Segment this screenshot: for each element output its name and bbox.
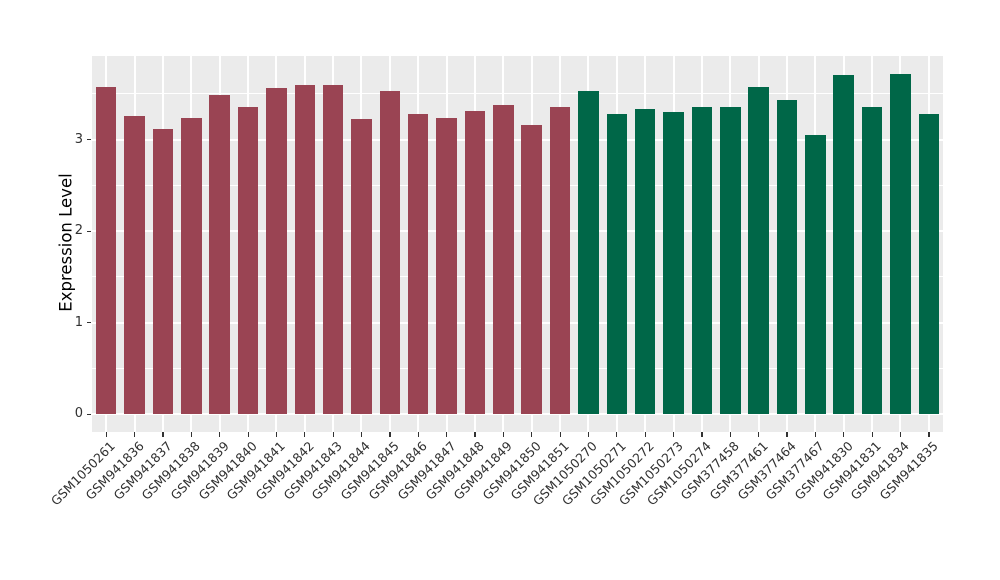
x-tick: [360, 432, 363, 437]
x-tick: [304, 432, 306, 437]
bar-GSM941848: [464, 111, 486, 414]
y-tick-label: 2: [74, 223, 83, 238]
bar-GSM941850: [521, 124, 542, 414]
bar-GSM1050272: [634, 109, 656, 414]
gridline-major: [92, 230, 943, 232]
x-tick: [190, 432, 192, 437]
bar-GSM941843: [322, 84, 344, 414]
x-tick: [446, 432, 448, 437]
x-tick: [701, 432, 703, 437]
x-tick: [559, 432, 561, 437]
x-tick: [673, 432, 675, 437]
x-tick: [587, 432, 590, 437]
bar-GSM941834: [890, 73, 911, 414]
bar-GSM377467: [805, 134, 826, 414]
bar-GSM941837: [152, 128, 174, 414]
x-tick: [389, 432, 391, 437]
gridline-minor: [92, 367, 943, 369]
x-tick: [616, 432, 618, 437]
gridline-minor: [92, 276, 943, 278]
gridline-minor: [92, 93, 943, 95]
bar-GSM941851: [549, 107, 571, 414]
bar-GSM1050274: [691, 107, 713, 414]
bar-GSM941835: [918, 113, 940, 414]
x-tick: [758, 432, 760, 437]
x-tick: [786, 432, 788, 437]
x-tick: [871, 432, 873, 437]
bar-GSM941844: [351, 119, 372, 414]
bar-GSM941831: [861, 107, 883, 414]
bar-GSM941842: [294, 84, 315, 414]
bar-GSM941839: [209, 94, 230, 414]
y-tick: [87, 413, 91, 415]
bar-GSM1050271: [606, 113, 628, 414]
bar-GSM377464: [776, 100, 798, 414]
bar-GSM941846: [407, 113, 429, 414]
x-tick: [332, 432, 334, 437]
x-tick: [417, 432, 419, 437]
x-tick: [531, 432, 533, 437]
bar-GSM377461: [748, 87, 769, 414]
x-tick: [644, 432, 646, 437]
bar-GSM1050270: [578, 91, 599, 414]
gridline-major: [92, 321, 943, 324]
bar-GSM377458: [720, 107, 741, 414]
x-tick: [899, 432, 902, 437]
gridline-major: [92, 413, 943, 415]
bar-GSM941841: [266, 88, 287, 414]
x-tick: [502, 432, 504, 437]
y-tick-label: 0: [74, 406, 83, 421]
gridline-major: [92, 138, 943, 141]
bar-GSM941849: [493, 104, 514, 414]
x-tick: [219, 432, 221, 437]
x-tick: [814, 432, 817, 437]
plot-panel: [92, 56, 943, 432]
y-tick: [87, 230, 91, 232]
x-tick: [275, 432, 278, 437]
y-tick-label: 1: [74, 314, 83, 330]
y-tick: [87, 322, 91, 324]
bar-GSM941838: [181, 118, 202, 414]
bar-GSM941836: [124, 115, 145, 414]
x-tick: [105, 432, 107, 437]
x-tick: [928, 432, 930, 437]
bar-GSM941840: [237, 107, 259, 414]
x-tick: [843, 432, 845, 437]
bar-GSM941847: [436, 118, 457, 414]
bar-GSM941830: [833, 74, 854, 414]
gridline-minor: [92, 184, 943, 186]
x-tick: [729, 432, 731, 437]
x-tick: [247, 432, 249, 437]
x-tick: [474, 432, 476, 437]
y-tick-label: 3: [74, 131, 83, 147]
bar-GSM1050273: [663, 112, 684, 414]
x-tick: [134, 432, 136, 437]
y-tick: [87, 139, 91, 141]
x-tick: [162, 432, 164, 437]
bar-GSM941845: [379, 91, 401, 414]
bar-GSM1050261: [95, 87, 117, 414]
